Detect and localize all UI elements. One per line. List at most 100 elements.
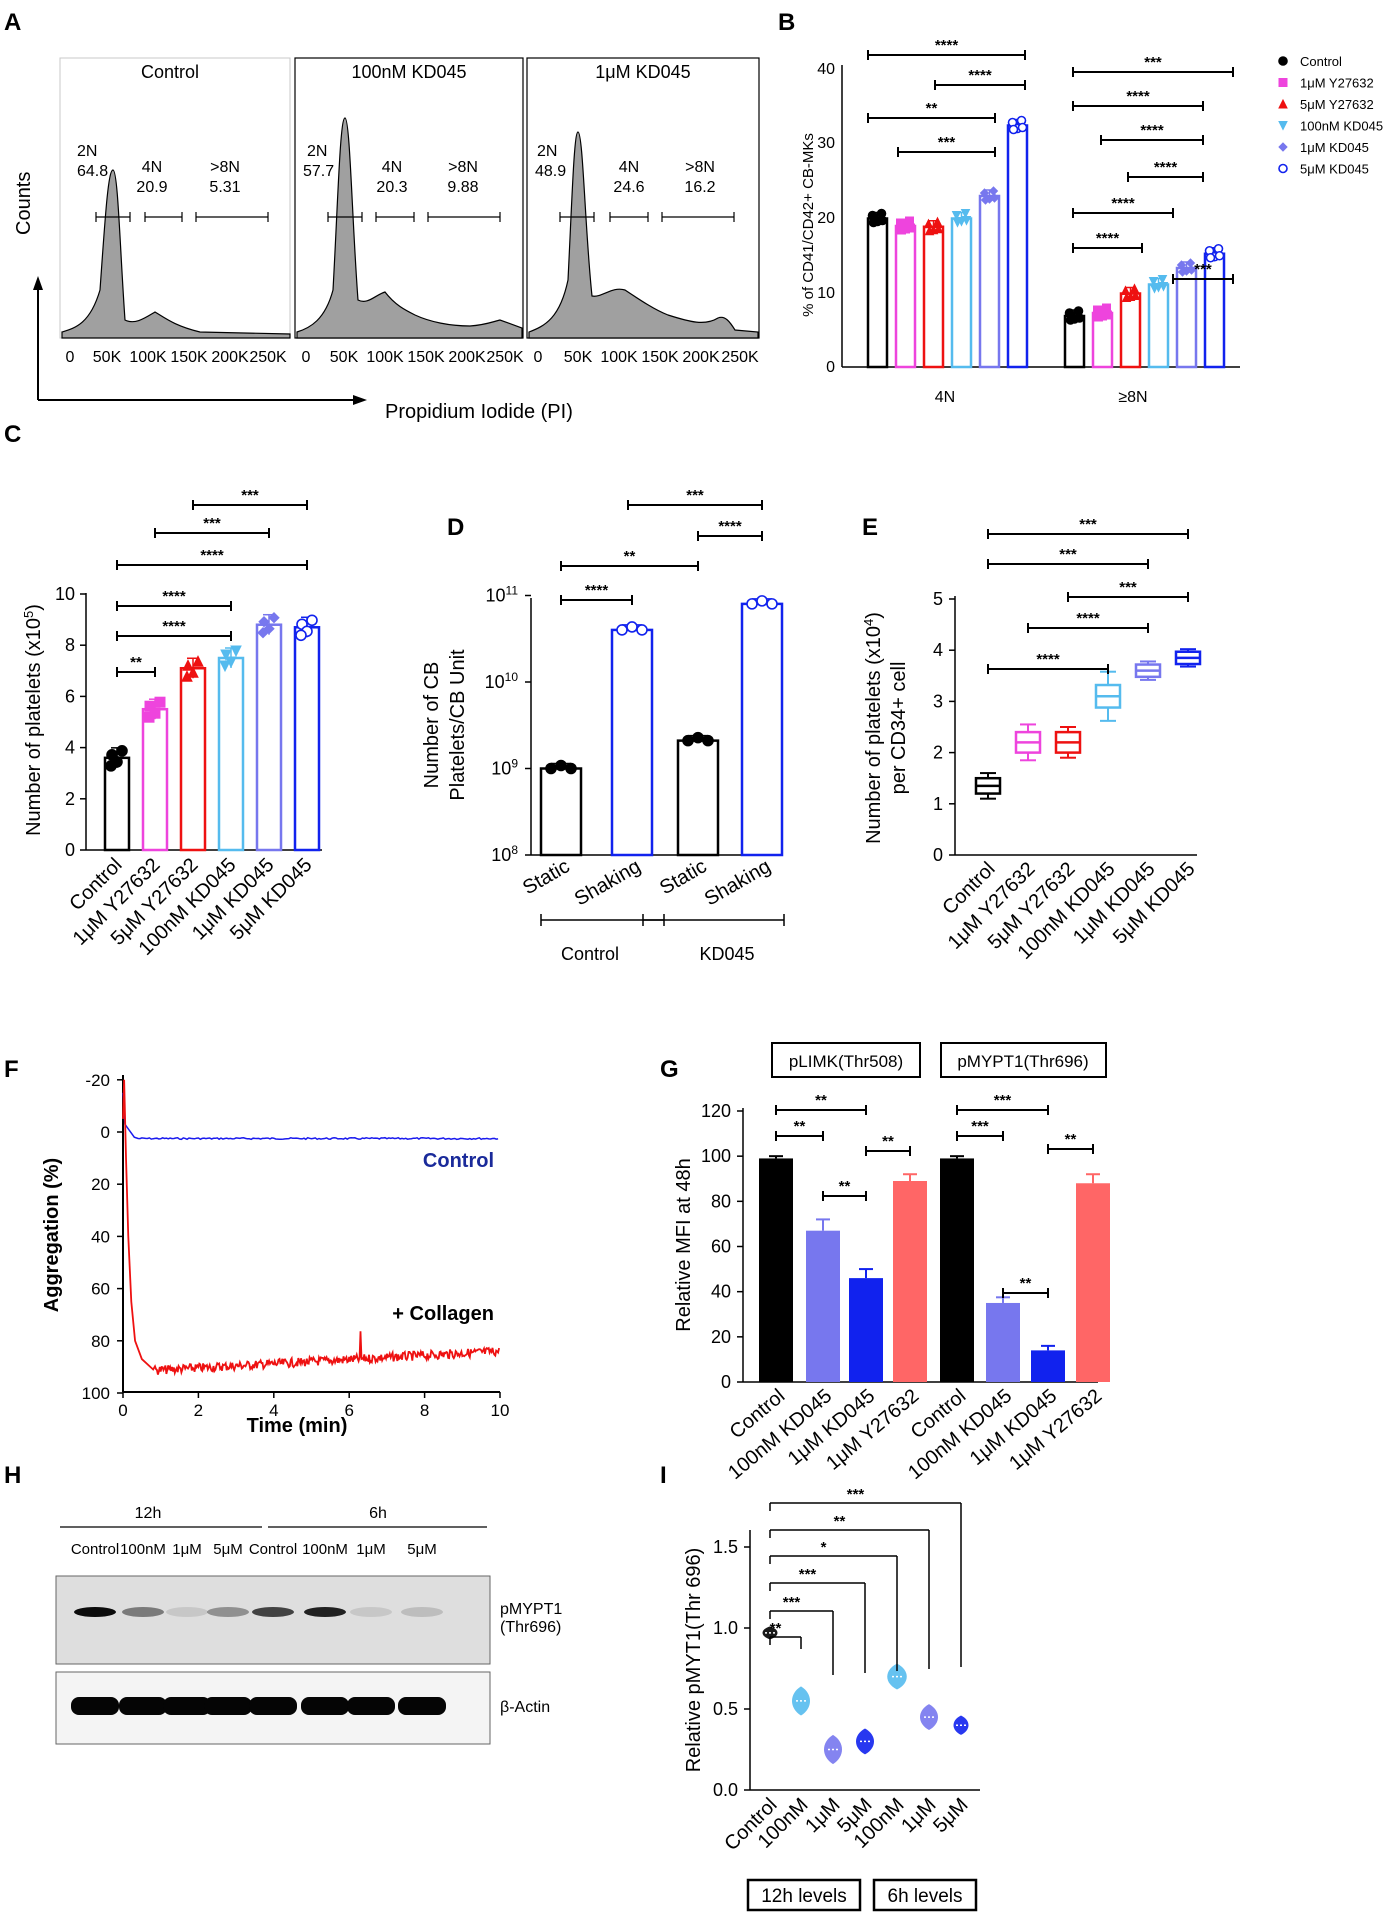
c-sig-5-label: ***: [241, 487, 259, 504]
b-sig-8-label: ****: [1111, 195, 1135, 212]
d-sig-2-label: ****: [718, 518, 742, 535]
c-sig-3-label: ****: [200, 547, 224, 564]
b-sig-3-label: ***: [938, 134, 956, 151]
b-pt-1-3-0: [1148, 277, 1159, 287]
c-ylabel-main: Number of platelets (x10: [23, 618, 45, 836]
h-blot-1: [55, 1575, 491, 1665]
f-ytick-5: 80: [91, 1332, 110, 1351]
e-sig-0-label: ****: [1036, 651, 1060, 668]
d-ytick-base-2: 10: [485, 672, 505, 692]
a3-xtick-4: 200K: [682, 349, 720, 366]
a1-xtick-4: 200K: [211, 349, 249, 366]
a2-gate2-value: 20.3: [376, 179, 407, 196]
a-xlabel: Propidium Iodide (PI): [385, 401, 573, 423]
d-bar-2: [676, 739, 720, 857]
b-ytick-2: 20: [817, 210, 835, 227]
c-ytick-3: 6: [65, 686, 75, 706]
c-pt-2-2: [187, 666, 199, 678]
d-pt-2-1: [692, 731, 704, 744]
h-lane-6: 1μM: [356, 1541, 385, 1558]
b-bar-1-3: [1147, 283, 1170, 369]
a1-gates: [95, 212, 269, 222]
d-xlabel-1: Shaking: [571, 855, 645, 910]
g-group-box-2: [940, 1042, 1107, 1078]
g-sig-6-label: **: [1020, 1275, 1032, 1292]
b-sig-1-label: ****: [968, 67, 992, 84]
b-bar-0-2: [922, 225, 945, 369]
b-legend: Control 1μM Y27632 5μM Y27632 100nM KD045 1μ…: [1278, 54, 1383, 177]
a3-frame: [526, 57, 760, 339]
a2-histogram: [296, 117, 523, 339]
h-band1-label-line1: pMYPT1: [500, 1601, 562, 1618]
d-ylabel-line2: Platelets/CB Unit: [447, 649, 469, 801]
a1-xtick-1: 50K: [93, 349, 122, 366]
g-bar-2: [849, 1278, 883, 1382]
d-sig-1-label: **: [624, 548, 636, 565]
c-bar-2: [179, 666, 207, 852]
panel-label-d: D: [447, 514, 464, 541]
f-series-control: [122, 1092, 499, 1141]
i-xlabel-6: 5μM: [929, 1794, 972, 1837]
e-ytick-1: 1: [933, 794, 943, 814]
i-sig-label-5: ***: [847, 1486, 865, 1503]
b-pt-0-3-1: [960, 209, 971, 219]
a3-xtick-5: 250K: [721, 349, 759, 366]
g-group-title-2: pMYPT1(Thr696): [957, 1052, 1088, 1071]
a-y-arrow-head: [33, 276, 43, 290]
d-sig-3-label: ***: [686, 487, 704, 504]
b-pt-1-3-1: [1157, 275, 1168, 285]
d-ytick-exp-3: 11: [506, 584, 519, 598]
i-group-6h: 6h levels: [888, 1886, 963, 1907]
panel-c: Number of platelets (x105) 0 2 4 6 8 10 Contr…: [21, 487, 322, 960]
g-group-box-1: [771, 1042, 921, 1078]
b-legend-marker-3: [1278, 121, 1288, 131]
c-ytick-4: 8: [65, 635, 75, 655]
b-ytick-4: 40: [817, 61, 835, 78]
d-group-control: Control: [561, 944, 619, 964]
a3-xtick-0: 0: [534, 349, 543, 366]
a1-xtick-3: 150K: [170, 349, 208, 366]
b-bar-0-5: [1006, 124, 1029, 369]
i-ytick-0: 0.0: [713, 1780, 738, 1800]
g-sig-7-label: **: [1065, 1131, 1077, 1148]
c-pt-0-1: [116, 745, 128, 757]
c-ytick-5: 10: [55, 584, 75, 604]
b-pt-0-2-1: [932, 216, 943, 227]
b-xcat-1: ≥8N: [1118, 389, 1147, 406]
panel-label-f: F: [4, 1056, 19, 1083]
i-sig-label-0: **: [770, 1620, 782, 1637]
d-bar-0: [539, 767, 583, 857]
c-sig-4-label: ***: [203, 515, 221, 532]
g-ytick-0: 0: [721, 1372, 731, 1392]
h-lane-5: 100nM: [302, 1541, 348, 1558]
i-ytick-3: 1.5: [713, 1537, 738, 1557]
c-ytick-0: 0: [65, 840, 75, 860]
a3-xtick-3: 150K: [641, 349, 679, 366]
d-ytick-exp-0: 8: [511, 843, 518, 857]
panel-a: Counts Propidium Iodide (PI) Control 2N …: [13, 57, 760, 423]
panel-label-e: E: [862, 514, 878, 541]
e-sig-3-label: ***: [1059, 546, 1077, 563]
g-ytick-6: 120: [701, 1101, 731, 1121]
d-sig-0-label: ****: [585, 582, 609, 599]
b-pt-1-4-4: [1186, 265, 1197, 275]
e-ylabel-line1: Number of platelets (x104): [861, 612, 886, 844]
b-legend-marker-4: [1278, 142, 1288, 152]
d-ytick-base-1: 10: [491, 759, 511, 779]
panel-f: Aggregation (%) Time (min) -200204060801…: [41, 1071, 509, 1437]
b-pt-0-4-1: [988, 186, 999, 196]
f-xtick-2: 4: [269, 1401, 278, 1420]
c-bars: [103, 612, 321, 852]
a2-gate3-label: >8N: [448, 159, 478, 176]
c-pt-1-1: [154, 696, 166, 708]
h-band2-5: [301, 1697, 349, 1715]
b-pt-0-1-3: [897, 225, 906, 235]
a2-xtick-0: 0: [302, 349, 311, 366]
d-pt-1-0: [616, 624, 628, 636]
g-sig-0-label: **: [794, 1118, 806, 1135]
i-ylabel: Relative pMYT1(Thr 696): [683, 1548, 705, 1773]
c-ylabel-end: ): [23, 604, 45, 611]
a3-x-ticks: 0 50K 100K 150K 200K 250K: [534, 349, 759, 366]
